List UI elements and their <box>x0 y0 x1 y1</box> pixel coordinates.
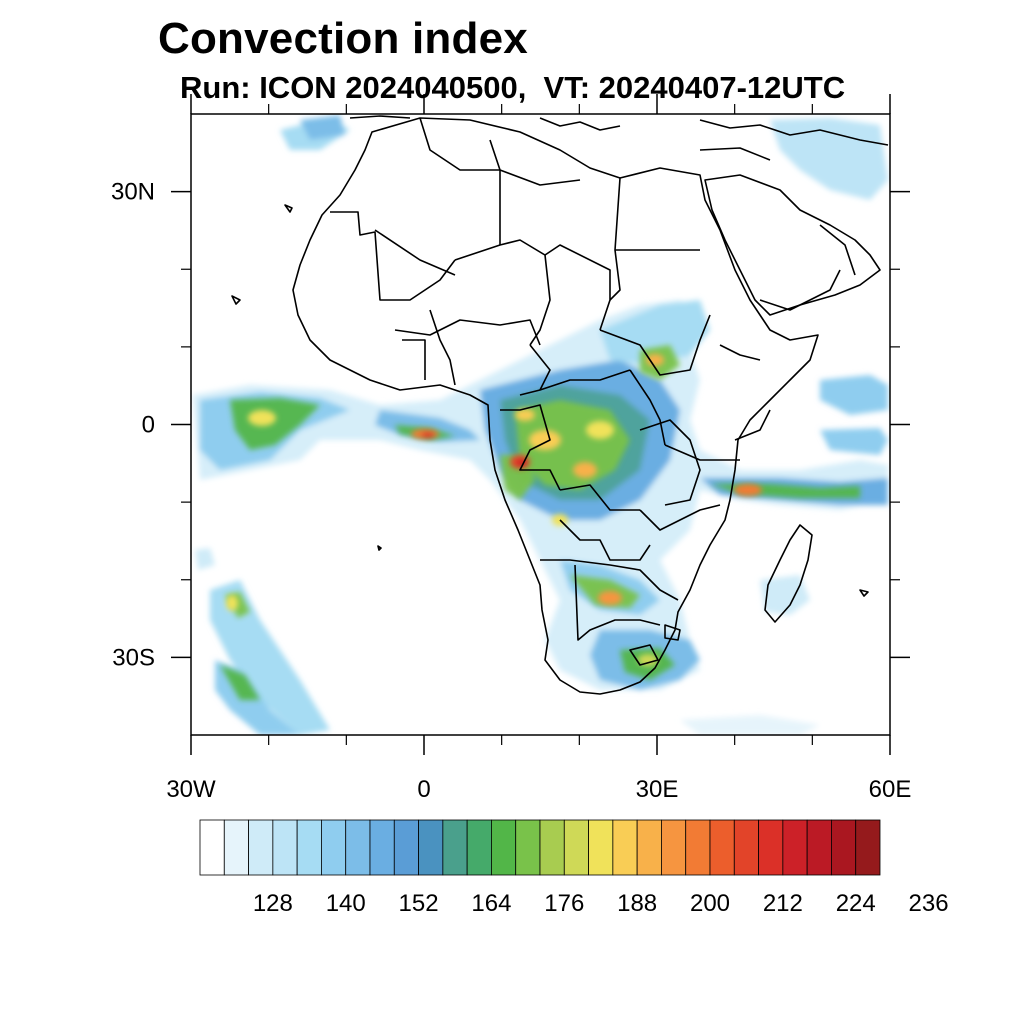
colorbar-swatch <box>248 819 274 876</box>
colorbar-swatch <box>393 819 419 876</box>
colorbar-label: 188 <box>617 890 657 917</box>
lon-tick-label: 30E <box>636 776 679 803</box>
colorbar-swatch <box>199 819 225 876</box>
colorbar-swatch <box>418 819 444 876</box>
colorbar-swatch <box>685 819 711 876</box>
axis-ticks: 30W 0 30E 60E 30N 0 30S <box>111 94 911 803</box>
convection-field <box>193 115 888 735</box>
colorbar-swatch <box>442 819 468 876</box>
colorbar-swatch <box>709 819 735 876</box>
colorbar-label: 176 <box>544 890 584 917</box>
lat-tick-label: 0 <box>142 412 155 439</box>
colorbar-swatch <box>831 819 857 876</box>
colorbar-swatch <box>296 819 322 876</box>
map-title: Convection index <box>158 14 528 63</box>
colorbar-label: 140 <box>326 890 366 917</box>
lon-tick-label: 30W <box>166 776 216 803</box>
colorbar-swatch <box>588 819 614 876</box>
lon-tick-label: 0 <box>417 776 430 803</box>
colorbar-swatch <box>661 819 687 876</box>
colorbar-swatch <box>563 819 589 876</box>
colorbar-swatch <box>321 819 347 876</box>
colorbar-label: 152 <box>399 890 439 917</box>
colorbar-label: 236 <box>909 890 949 917</box>
colorbar-label: 224 <box>836 890 876 917</box>
colorbar-swatch <box>491 819 517 876</box>
colorbar-swatch <box>345 819 371 876</box>
colorbar-swatch <box>612 819 638 876</box>
colorbar-swatch <box>272 819 298 876</box>
colorbar-label: 128 <box>253 890 293 917</box>
colorbar-swatch <box>733 819 759 876</box>
colorbar-swatch <box>466 819 492 876</box>
map-subtitle: Run: ICON 2024040500, VT: 20240407-12UTC <box>180 70 846 105</box>
colorbar-swatch <box>636 819 662 876</box>
colorbar-swatch <box>782 819 808 876</box>
colorbar-swatch <box>855 819 881 876</box>
colorbar-swatch <box>758 819 784 876</box>
colorbar-swatch <box>515 819 541 876</box>
colorbar-swatch <box>539 819 565 876</box>
colorbar-label: 164 <box>471 890 511 917</box>
colorbar-label: 212 <box>763 890 803 917</box>
colorbar: 128 140 152 164 176 188 200 212 224 236 <box>199 819 949 917</box>
colorbar-swatch <box>369 819 395 876</box>
colorbar-label: 200 <box>690 890 730 917</box>
lon-tick-label: 60E <box>869 776 912 803</box>
lat-tick-label: 30N <box>111 179 155 206</box>
colorbar-swatch <box>806 819 832 876</box>
colorbar-swatch <box>223 819 249 876</box>
lat-tick-label: 30S <box>112 644 155 671</box>
coastlines <box>231 115 889 695</box>
